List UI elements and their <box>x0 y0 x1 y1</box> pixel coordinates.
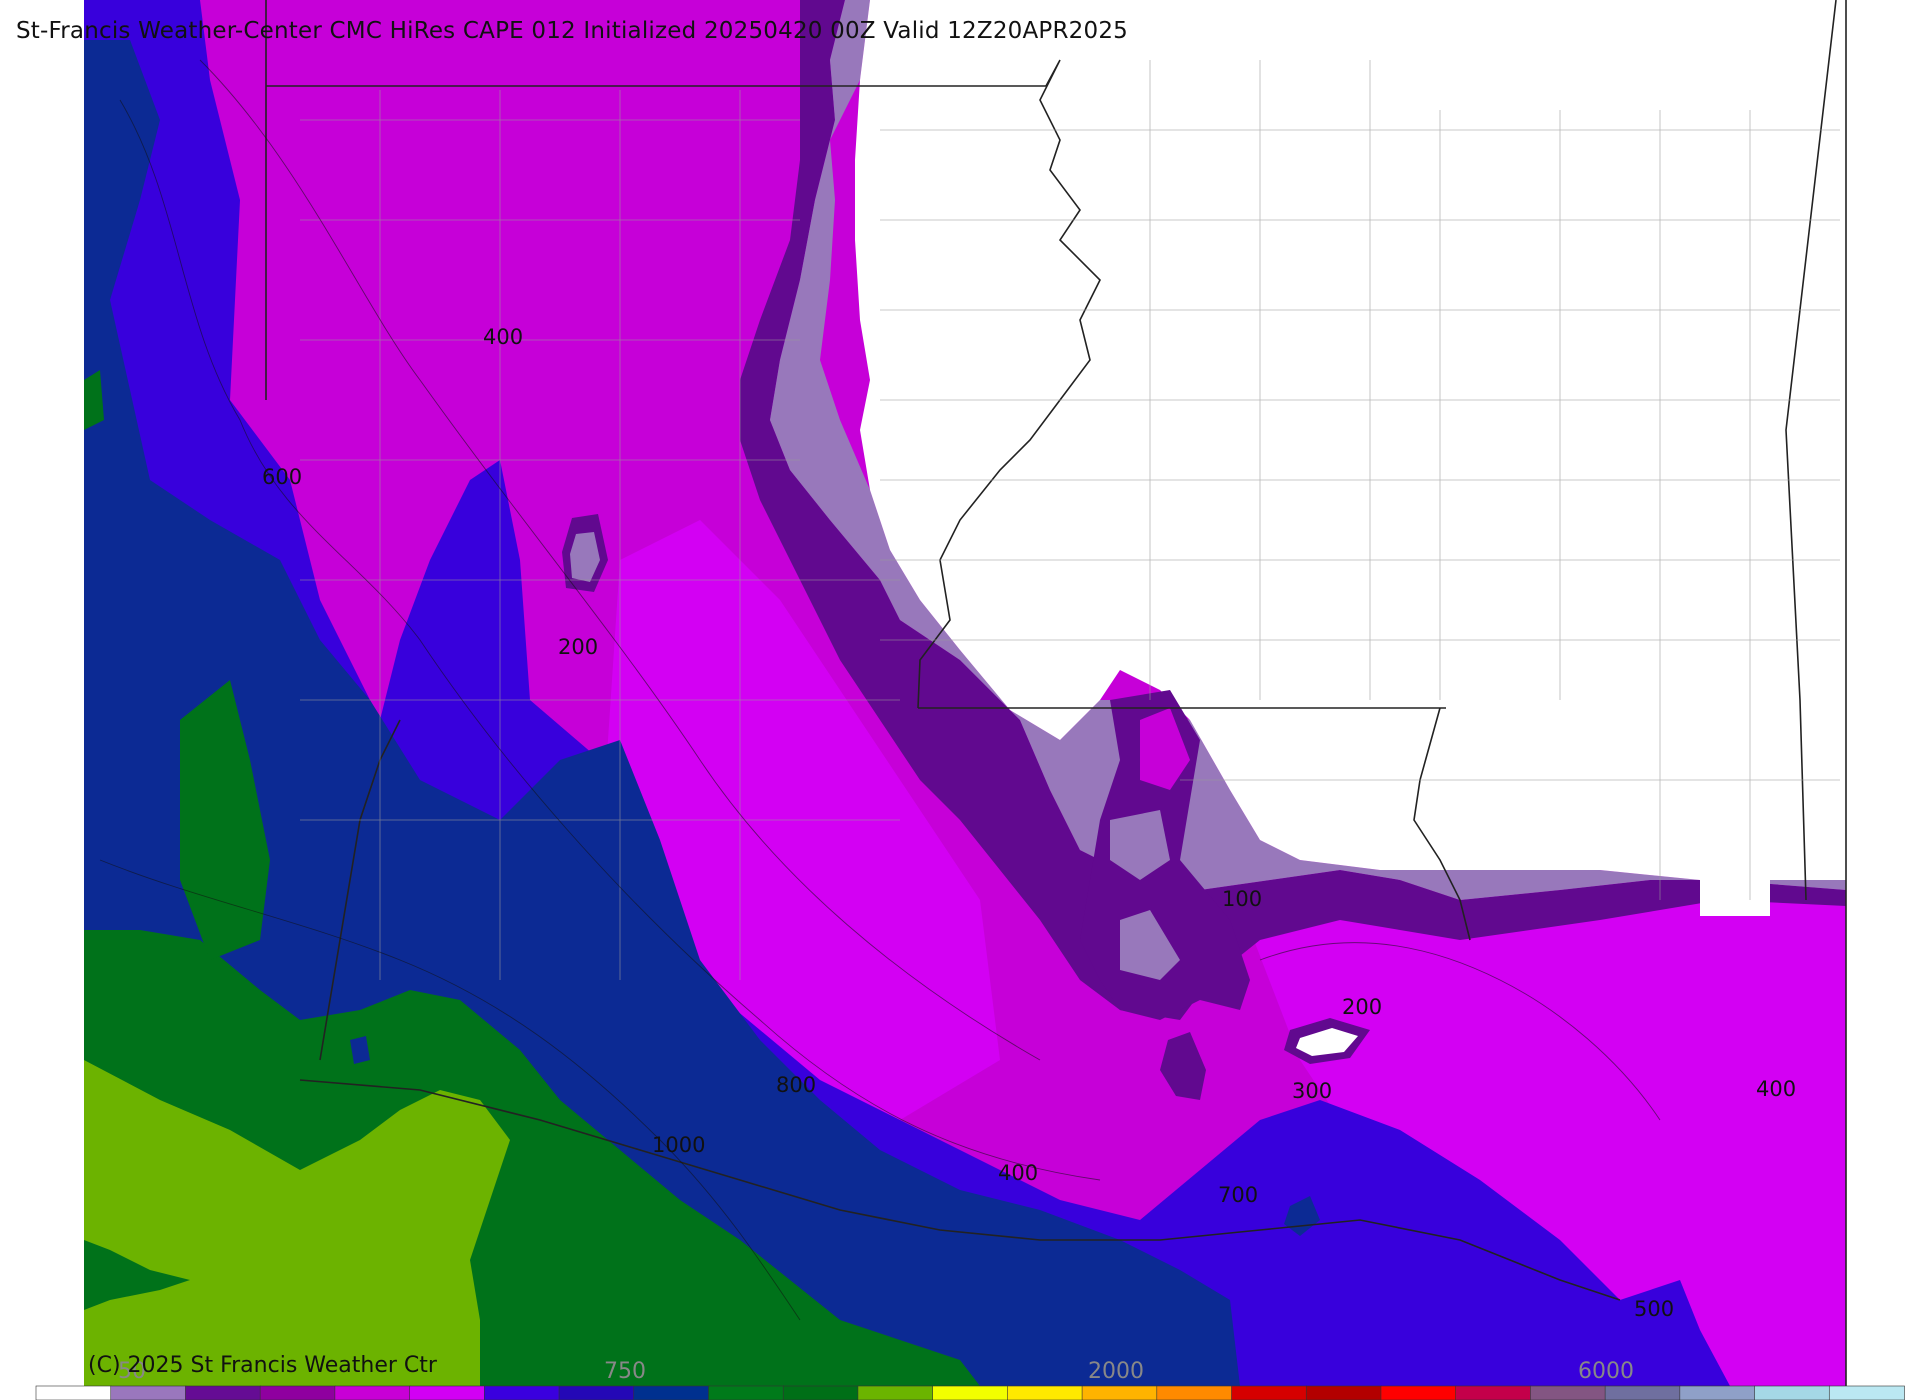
colorbar-swatch <box>1754 1385 1831 1400</box>
contour-label-200-e: 200 <box>1342 995 1382 1019</box>
colorbar-swatch <box>1455 1385 1532 1400</box>
coast-tx <box>299 1079 1621 1301</box>
cape-pocket-lavender-north-inner <box>570 532 600 582</box>
contour-labels: 400 600 200 100 200 300 400 800 1000 400… <box>262 325 1796 1321</box>
colorbar-label-750: 750 <box>604 1359 646 1384</box>
contour-label-700: 700 <box>1218 1183 1258 1207</box>
chart-title: St-Francis Weather-Center CMC HiRes CAPE… <box>16 18 1129 44</box>
contour-label-200-w: 200 <box>558 635 598 659</box>
colorbar-swatch <box>35 1385 112 1400</box>
colorbar-swatch <box>1380 1385 1457 1400</box>
cape-pocket-white-center-inner <box>1296 1028 1358 1056</box>
colorbar-swatch <box>110 1385 187 1400</box>
colorbar-swatch <box>782 1385 859 1400</box>
contour-label-400-s: 400 <box>998 1161 1038 1185</box>
colorbar-swatch <box>484 1385 560 1400</box>
cape-pocket-lavender-center2 <box>1120 910 1180 980</box>
colorbar-tick-labels: 50 750 2000 6000 <box>118 1359 1634 1384</box>
colorbar-swatch <box>1231 1385 1308 1400</box>
contour-label-600: 600 <box>262 465 302 489</box>
cape-pocket-lavender-center <box>1110 810 1170 880</box>
colorbar-swatch <box>558 1385 635 1400</box>
colorbar-swatch <box>1305 1385 1382 1400</box>
boundary-mississippi-river <box>917 59 1101 709</box>
contour-label-800: 800 <box>776 1073 816 1097</box>
contour-label-400-e: 400 <box>1756 1077 1796 1101</box>
county-lines <box>300 60 1840 980</box>
cape-pocket-purple-south <box>1160 1032 1206 1100</box>
cape-band-deep-purple <box>740 0 1846 1020</box>
colorbar-swatch <box>1828 1385 1905 1400</box>
colorbar-swatch <box>1530 1385 1606 1400</box>
cape-band-bright-magenta-se <box>1250 890 1846 1386</box>
colorbar-label-6000: 6000 <box>1578 1359 1634 1384</box>
colorbar-swatch <box>1007 1385 1083 1400</box>
colorbar-swatch <box>185 1385 261 1400</box>
cape-band-white-ne <box>855 0 1846 916</box>
contour-label-100: 100 <box>1222 887 1262 911</box>
copyright-notice: (C) 2025 St Francis Weather Ctr <box>88 1353 437 1378</box>
colorbar-swatch <box>409 1385 486 1400</box>
colorbar-swatch <box>857 1385 934 1400</box>
cape-band-dark-green-nw <box>84 370 104 430</box>
boundary-la-ms-pearl <box>1413 707 1471 941</box>
colorbar-swatch <box>1156 1385 1233 1400</box>
colorbar <box>35 1385 1905 1400</box>
contour-label-300: 300 <box>1292 1079 1332 1103</box>
cape-band-light-green <box>84 1060 510 1386</box>
cape-band-dark-green-inner <box>180 680 270 960</box>
colorbar-swatch <box>633 1385 710 1400</box>
colorbar-swatch <box>1604 1385 1681 1400</box>
colorbar-swatch <box>932 1385 1009 1400</box>
cape-contours <box>99 59 1661 1321</box>
colorbar-label-2000: 2000 <box>1088 1359 1144 1384</box>
colorbar-swatch <box>1679 1385 1756 1400</box>
colorbar-swatch <box>708 1385 784 1400</box>
colorbar-swatch <box>1081 1385 1158 1400</box>
colorbar-label-50: 50 <box>118 1359 146 1384</box>
colorbar-swatch <box>334 1385 411 1400</box>
cape-pocket-navy-west <box>350 1036 370 1064</box>
contour-label-400-nw: 400 <box>483 325 523 349</box>
state-boundaries <box>265 0 1847 1386</box>
contour-label-1000: 1000 <box>652 1133 705 1157</box>
cape-pocket-magenta-center <box>1140 708 1190 790</box>
colorbar-swatch <box>259 1385 336 1400</box>
contour-label-500: 500 <box>1634 1297 1674 1321</box>
boundary-ms-al <box>1785 0 1837 901</box>
